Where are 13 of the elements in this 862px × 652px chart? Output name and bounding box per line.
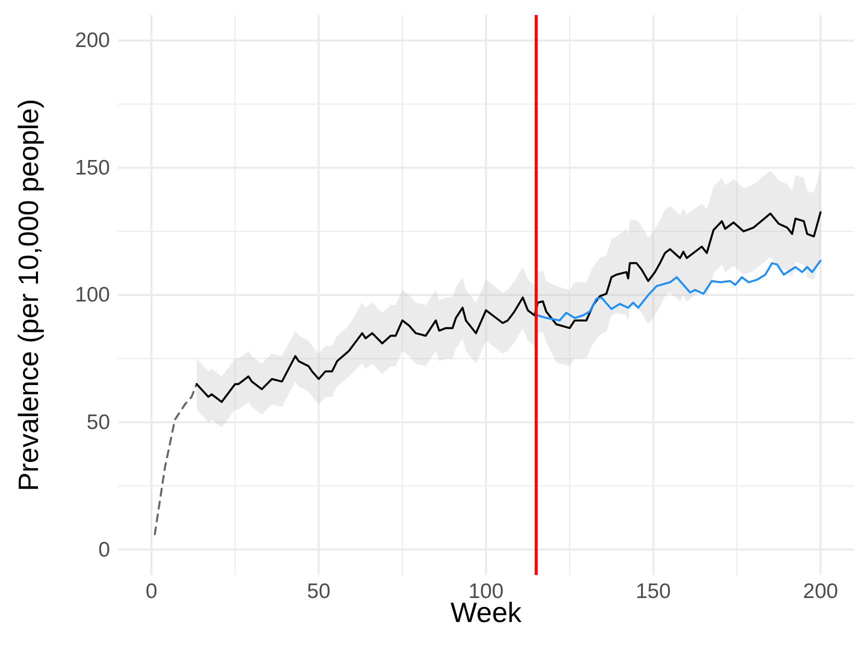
x-tick-label: 200 <box>803 580 838 603</box>
line-series <box>154 383 198 536</box>
y-tick-label: 150 <box>74 156 110 180</box>
y-tick-label: 50 <box>86 410 110 434</box>
y-tick-label: 100 <box>74 284 110 307</box>
x-tick-label: 0 <box>146 580 158 603</box>
y-tick-label: 200 <box>74 29 110 52</box>
line-series <box>196 211 822 403</box>
y-axis-title: Prevalence (per 10,000 people) <box>13 98 44 492</box>
x-tick-label: 150 <box>636 580 671 603</box>
line-series <box>536 260 822 322</box>
x-tick-label: 50 <box>307 580 330 603</box>
y-tick-label: 0 <box>98 538 110 562</box>
